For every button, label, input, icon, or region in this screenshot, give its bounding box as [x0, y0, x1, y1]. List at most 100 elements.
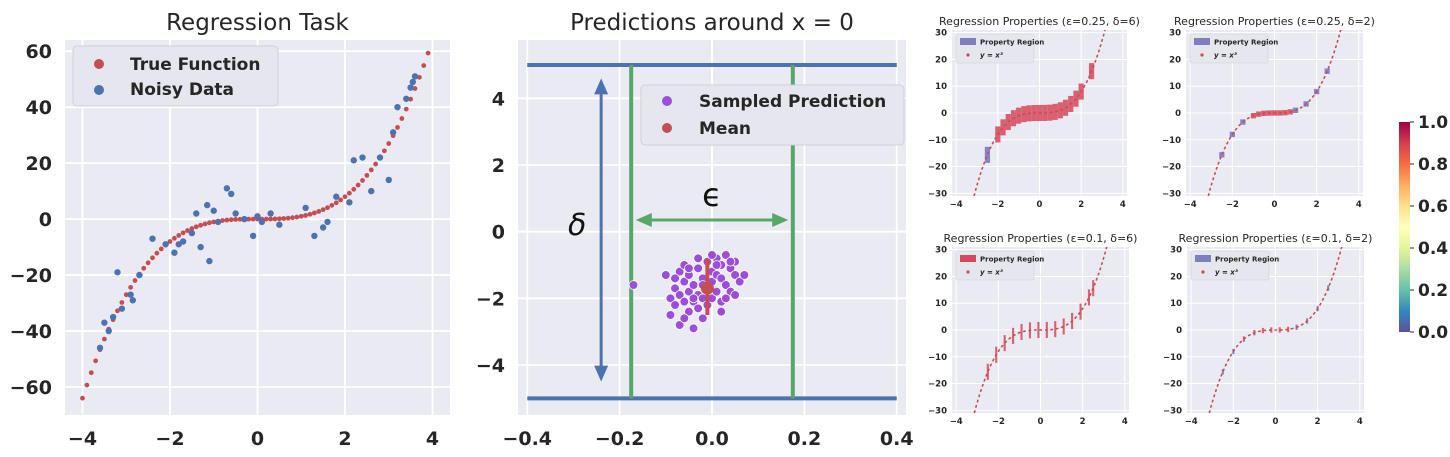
sampled-prediction-point	[693, 263, 703, 274]
true-function-point	[193, 224, 199, 230]
true-function-point	[123, 292, 129, 298]
y-tick-label: −4	[476, 355, 505, 377]
legend-label-cubic: y = x³	[980, 269, 1003, 277]
noisy-data-point	[389, 129, 397, 136]
property-region-robust	[1261, 327, 1264, 334]
sampled-prediction-point	[693, 303, 703, 314]
sampled-prediction-point	[721, 280, 731, 290]
sampled-prediction-point	[674, 320, 685, 330]
noisy-data-point	[350, 157, 357, 164]
legend: Property Region y = x³	[955, 33, 1044, 64]
epsilon-arrow-head-right	[772, 213, 789, 227]
true-function-point	[425, 50, 431, 56]
y-tick-label: 10	[935, 299, 947, 309]
y-tick-label: 0	[492, 222, 505, 244]
noisy-data-point	[228, 190, 235, 198]
property-region-robust	[986, 363, 989, 380]
x-tick-label: −2	[155, 428, 184, 450]
sampled-prediction-point	[716, 273, 727, 284]
y-tick-label: 20	[935, 55, 947, 65]
legend-box	[640, 84, 905, 146]
x-tick-label: −4	[1184, 200, 1197, 210]
sampled-prediction-point	[684, 286, 694, 297]
sampled-prediction-point	[674, 290, 685, 300]
property-region-fragile	[1219, 152, 1225, 158]
true-function-point	[88, 370, 94, 376]
y-tick-label: 20	[1169, 55, 1181, 65]
legend-marker-property-region	[1194, 38, 1210, 45]
y-tick-label: 40	[26, 97, 52, 119]
legend-label-property-region: Property Region	[980, 256, 1044, 264]
true-function-point	[346, 190, 352, 196]
colorbar-tick-label: 0.6	[1418, 197, 1448, 217]
colorbar-tick-label: 0.2	[1418, 281, 1448, 301]
true-function-point	[141, 265, 147, 271]
true-function-point	[180, 230, 186, 236]
x-tick-label: −0.4	[502, 428, 552, 450]
true-function-point	[228, 217, 234, 223]
x-tick-label: 0.4	[880, 428, 914, 450]
legend-label-mean: Mean	[699, 119, 751, 139]
noisy-data-point	[359, 154, 366, 161]
y-tick-label: 2	[492, 155, 505, 177]
true-function-point	[325, 205, 330, 211]
legend-marker-true-function	[94, 59, 104, 69]
sampled-prediction-point	[679, 276, 690, 287]
legend: Property Region y = x³	[955, 250, 1044, 281]
noisy-data-point	[276, 221, 283, 228]
true-function-point	[233, 217, 239, 222]
x-tick-label: −4	[950, 200, 963, 210]
legend-label-sampled: Sampled Prediction	[699, 92, 886, 112]
noisy-data-point	[241, 215, 248, 223]
property-region-fragile	[1221, 369, 1224, 375]
legend-label-cubic: y = x³	[980, 52, 1003, 60]
cubic-curve	[1208, 247, 1343, 413]
sampled-prediction-point	[693, 253, 703, 264]
true-function-point	[386, 141, 392, 146]
sampled-prediction-point	[684, 263, 694, 274]
noisy-data-point	[324, 218, 331, 226]
x-tick-label: 2	[1078, 200, 1084, 210]
x-tick-label: 0	[1272, 200, 1278, 210]
sampled-prediction-point	[721, 293, 731, 304]
sampled-prediction-point	[711, 260, 722, 270]
true-function-point	[198, 222, 204, 228]
x-tick-label: 0.2	[788, 428, 822, 450]
true-function-point	[408, 96, 414, 102]
x-tick-label: 0.0	[695, 428, 729, 450]
epsilon-label: ϵ	[702, 176, 722, 214]
noisy-data-point	[302, 204, 309, 212]
colorbar-tick-label: 0.4	[1418, 239, 1448, 259]
noisy-data-point	[249, 232, 257, 240]
x-tick-label: 2	[1314, 200, 1320, 210]
noisy-data-point	[114, 269, 121, 276]
legend: Property Region y = x³	[1189, 33, 1278, 64]
property-regions	[1208, 247, 1343, 413]
y-tick-label: 30	[1169, 29, 1181, 39]
noisy-data-point	[96, 344, 104, 352]
noisy-data-point	[254, 213, 261, 220]
true-function-point	[329, 202, 335, 208]
legend-label-true-function: True Function	[130, 55, 260, 75]
true-function-point	[399, 116, 405, 121]
x-tick-label: −0.2	[595, 428, 645, 450]
legend-marker-cubic	[1200, 53, 1204, 57]
y-tick-label: −20	[1163, 380, 1182, 390]
legend: Sampled Prediction Mean	[640, 84, 905, 146]
noisy-data-point	[403, 95, 410, 102]
true-function-point	[290, 215, 295, 221]
y-tick-label: 0	[1175, 109, 1181, 119]
x-tick-label: 0	[251, 428, 264, 450]
true-function-point	[93, 358, 99, 364]
legend-marker-cubic	[966, 270, 970, 274]
y-tick-label: 30	[935, 29, 947, 39]
legend-marker-property-region	[1195, 255, 1211, 262]
true-function-point	[281, 216, 287, 221]
property-region-robust	[1037, 321, 1040, 339]
legend-label-property-region: Property Region	[980, 39, 1044, 47]
y-tick-label: −10	[1163, 353, 1182, 363]
true-function-point	[421, 63, 427, 68]
property-regions	[1207, 30, 1342, 196]
noisy-data-point	[188, 229, 196, 237]
x-tick-label: −2	[1226, 200, 1239, 210]
